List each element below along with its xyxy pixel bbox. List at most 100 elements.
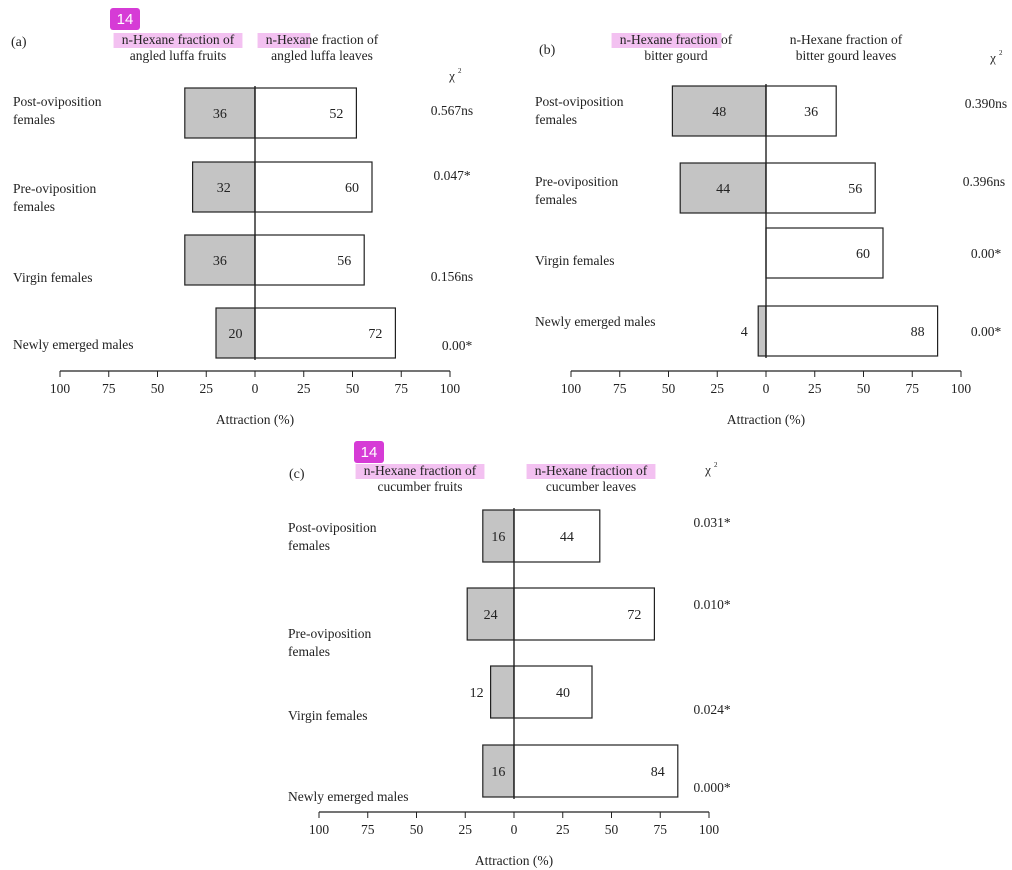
right-bar (765, 305, 939, 357)
x-tick-label: 100 (440, 381, 461, 396)
category-label: females (535, 112, 577, 127)
chi-square-value: 0.024* (693, 702, 730, 717)
x-tick-label: 75 (906, 381, 920, 396)
left-bar-value: 48 (712, 105, 726, 120)
left-bar (490, 665, 515, 719)
chi-square-header: χ (704, 462, 711, 477)
x-tick-label: 75 (395, 381, 409, 396)
left-bar-value: 16 (491, 765, 505, 780)
right-bar (513, 665, 593, 719)
left-bar-value: 32 (217, 181, 231, 196)
panel-label: (a) (11, 35, 27, 50)
right-bar-value: 36 (804, 105, 818, 120)
right-bar (254, 234, 365, 286)
left-header-line-1: n-Hexane fraction of (620, 32, 733, 47)
x-tick-label: 0 (511, 822, 518, 837)
x-tick-label: 0 (252, 381, 259, 396)
left-bar (466, 587, 515, 641)
right-bar-value: 60 (856, 247, 870, 262)
x-tick-label: 50 (605, 822, 619, 837)
x-tick-label: 75 (102, 381, 116, 396)
left-header-highlight (611, 33, 722, 48)
left-header-line-2: cucumber fruits (377, 479, 462, 494)
right-bar-value: 72 (368, 327, 382, 342)
right-header-line-2: bitter gourd leaves (796, 48, 896, 63)
category-label: Post-oviposition (288, 520, 377, 535)
x-tick-label: 50 (410, 822, 424, 837)
right-header-line-1: n-Hexane fraction of (535, 463, 648, 478)
x-tick-label: 25 (808, 381, 822, 396)
x-tick-label: 100 (309, 822, 330, 837)
chi-square-value: 0.047* (433, 168, 470, 183)
overlay-badge (110, 8, 140, 30)
right-bar (765, 227, 884, 279)
right-bar (513, 744, 679, 798)
right-header-highlight (526, 464, 656, 479)
left-bar-value: 36 (213, 107, 227, 122)
left-bar (192, 161, 256, 213)
x-tick-label: 100 (699, 822, 720, 837)
chi-square-value: 0.031* (693, 515, 730, 530)
x-tick-label: 25 (711, 381, 725, 396)
right-bar (254, 161, 373, 213)
chi-square-superscript: 2 (714, 461, 718, 469)
category-label: Virgin females (535, 253, 615, 268)
left-bar-value: 4 (741, 325, 748, 340)
category-label: Pre-oviposition (535, 174, 618, 189)
x-tick-label: 50 (346, 381, 360, 396)
right-bar (513, 587, 655, 641)
category-label: Pre-oviposition (288, 626, 371, 641)
chi-square-superscript: 2 (458, 67, 462, 75)
x-tick-label: 100 (50, 381, 71, 396)
left-bar-value: 16 (491, 530, 505, 545)
chi-square-superscript: 2 (999, 49, 1003, 57)
category-label: females (288, 644, 330, 659)
right-header-line-2: cucumber leaves (546, 479, 636, 494)
x-tick-label: 100 (561, 381, 582, 396)
left-bar (757, 305, 767, 357)
chi-square-value: 0.00* (971, 246, 1002, 261)
category-label: females (13, 112, 55, 127)
x-tick-label: 75 (613, 381, 627, 396)
category-label: Newly emerged males (13, 337, 133, 352)
x-tick-label: 0 (763, 381, 770, 396)
right-bar (254, 87, 358, 139)
x-tick-label: 25 (200, 381, 214, 396)
left-bar (679, 162, 767, 214)
left-bar-value: 44 (716, 182, 730, 197)
left-bar (184, 234, 256, 286)
right-bar-value: 40 (556, 686, 570, 701)
category-label: Post-oviposition (13, 94, 102, 109)
chi-square-header: χ (989, 50, 996, 65)
overlay-badge-label: 14 (117, 11, 134, 28)
chi-square-value: 0.010* (693, 597, 730, 612)
right-header-line-1: n-Hexane fraction of (790, 32, 903, 47)
chi-square-value: 0.156ns (431, 269, 473, 284)
category-label: Newly emerged males (535, 314, 655, 329)
right-bar-value: 84 (651, 765, 665, 780)
x-tick-label: 50 (857, 381, 871, 396)
left-header-highlight (113, 33, 243, 48)
category-label: females (535, 192, 577, 207)
left-header-line-2: bitter gourd (644, 48, 708, 63)
left-header-line-1: n-Hexane fraction of (364, 463, 477, 478)
x-axis-label: Attraction (%) (216, 412, 294, 427)
x-tick-label: 25 (297, 381, 311, 396)
panel-label: (c) (289, 467, 305, 482)
x-tick-label: 100 (951, 381, 972, 396)
x-tick-label: 50 (151, 381, 165, 396)
right-bar-value: 88 (911, 325, 925, 340)
right-bar (254, 307, 396, 359)
category-label: Post-oviposition (535, 94, 624, 109)
chi-square-header: χ (448, 68, 455, 83)
category-label: Newly emerged males (288, 789, 408, 804)
left-bar-value: 24 (484, 608, 498, 623)
left-bar-value: 36 (213, 254, 227, 269)
left-header-line-1: n-Hexane fraction of (122, 32, 235, 47)
x-tick-label: 75 (361, 822, 375, 837)
right-bar (513, 509, 601, 563)
left-bar (215, 307, 256, 359)
left-header-highlight (355, 464, 485, 479)
